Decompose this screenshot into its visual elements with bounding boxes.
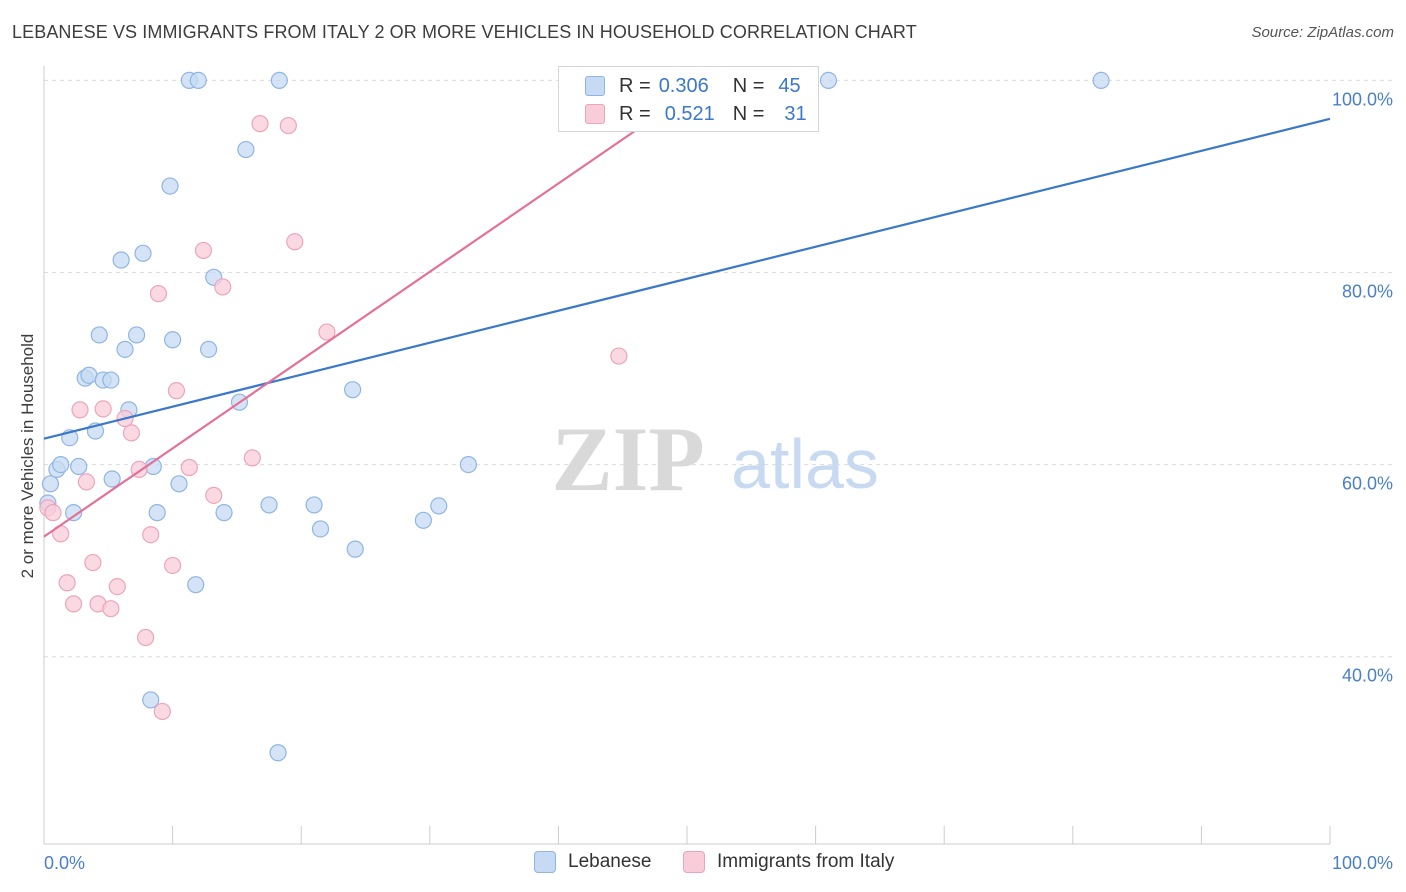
point-italy	[610, 347, 628, 365]
point-lebanese	[142, 691, 160, 709]
point-lebanese	[430, 497, 448, 515]
point-lebanese	[270, 71, 288, 90]
point-italy	[149, 285, 168, 303]
legend-swatch-italy	[585, 104, 605, 124]
point-lebanese	[260, 496, 278, 514]
point-lebanese	[414, 511, 432, 529]
point-lebanese	[134, 244, 152, 262]
point-italy	[180, 458, 198, 477]
point-italy	[243, 449, 261, 467]
point-italy	[194, 241, 213, 260]
series-legend-label: Immigrants from Italy	[717, 851, 895, 872]
legend-r-value: 0.521	[664, 102, 715, 125]
legend-n-label: N =	[732, 74, 765, 97]
point-lebanese	[127, 326, 146, 344]
watermark: ZIP atlas	[551, 408, 879, 510]
point-italy	[136, 628, 155, 647]
point-italy	[44, 504, 62, 522]
gridlines	[44, 79, 1392, 658]
watermark-atlas: atlas	[731, 425, 879, 503]
watermark-zip: ZIP	[551, 408, 704, 510]
point-italy	[122, 424, 141, 442]
point-lebanese	[189, 71, 207, 90]
point-italy	[71, 401, 89, 419]
point-lebanese	[200, 340, 218, 358]
series-legend-label: Lebanese	[568, 851, 652, 872]
point-italy	[58, 574, 76, 592]
chart-title: LEBANESE VS IMMIGRANTS FROM ITALY 2 OR M…	[12, 22, 917, 42]
legend-row-italy: R = 0.521 N = 31	[585, 99, 807, 129]
point-lebanese	[459, 456, 477, 474]
point-lebanese	[215, 504, 233, 522]
axes	[43, 66, 1331, 845]
point-italy	[102, 600, 120, 618]
point-lebanese	[187, 576, 205, 594]
y-tick-label: 40.0%	[1342, 666, 1393, 686]
legend-r-value: 0.306	[658, 74, 709, 97]
series-swatch-lebanese	[534, 851, 556, 873]
point-italy	[167, 382, 186, 400]
legend-swatch-lebanese	[585, 76, 605, 96]
point-italy	[84, 553, 102, 572]
point-lebanese	[52, 456, 70, 474]
point-italy	[286, 233, 304, 251]
trend-line-italy	[43, 98, 682, 538]
legend-r-label: R =	[619, 102, 651, 125]
point-lebanese	[305, 496, 323, 514]
point-lebanese	[90, 326, 108, 344]
point-lebanese	[148, 504, 166, 522]
point-italy	[251, 115, 269, 133]
point-italy	[153, 702, 171, 721]
tick-labels: 40.0% 60.0% 80.0% 100.0% 0.0% 100.0%	[44, 89, 1393, 873]
point-lebanese	[346, 540, 364, 558]
y-tick-label: 80.0%	[1342, 282, 1393, 302]
series-legend: Lebanese Immigrants from Italy	[0, 851, 1406, 879]
point-lebanese	[311, 520, 330, 538]
point-italy	[214, 278, 232, 296]
point-italy	[318, 323, 336, 341]
point-italy	[77, 473, 96, 491]
correlation-legend: R = 0.306 N = 45 R = 0.521 N = 31	[558, 66, 819, 132]
point-lebanese	[1092, 71, 1110, 90]
point-italy	[205, 486, 223, 504]
source-credit: Source: ZipAtlas.com	[1251, 24, 1394, 41]
point-lebanese	[237, 140, 255, 159]
legend-n-value: 31	[784, 102, 807, 125]
point-lebanese	[161, 177, 179, 195]
series-swatch-italy	[683, 851, 705, 873]
point-lebanese	[103, 470, 121, 488]
point-lebanese	[64, 504, 83, 522]
data-points	[39, 71, 1110, 762]
series-legend-italy[interactable]: Immigrants from Italy	[683, 851, 894, 873]
trend-lines	[43, 98, 1331, 538]
legend-n-value: 45	[778, 74, 801, 97]
legend-n-label: N =	[732, 102, 765, 125]
trend-line-lebanese	[43, 117, 1331, 440]
legend-row-lebanese: R = 0.306 N = 45	[585, 71, 801, 101]
point-lebanese	[344, 381, 362, 399]
point-lebanese	[116, 340, 134, 358]
point-lebanese	[819, 71, 838, 90]
point-lebanese	[269, 744, 287, 762]
point-italy	[279, 116, 297, 135]
point-lebanese	[112, 251, 130, 269]
point-italy	[64, 595, 83, 613]
legend-r-label: R =	[619, 74, 651, 97]
point-italy	[142, 526, 160, 544]
point-lebanese	[170, 475, 188, 493]
point-lebanese	[70, 457, 88, 476]
point-italy	[108, 577, 126, 596]
point-lebanese	[164, 331, 182, 349]
point-lebanese	[102, 371, 120, 389]
point-italy	[94, 400, 112, 418]
point-lebanese	[41, 475, 60, 493]
y-tick-label: 60.0%	[1342, 474, 1393, 494]
y-tick-label: 100.0%	[1332, 89, 1393, 109]
point-italy	[164, 556, 182, 575]
x-tick-label: 0.0%	[44, 853, 85, 873]
x-tick-label: 100.0%	[1332, 853, 1393, 873]
series-legend-lebanese[interactable]: Lebanese	[534, 851, 651, 873]
